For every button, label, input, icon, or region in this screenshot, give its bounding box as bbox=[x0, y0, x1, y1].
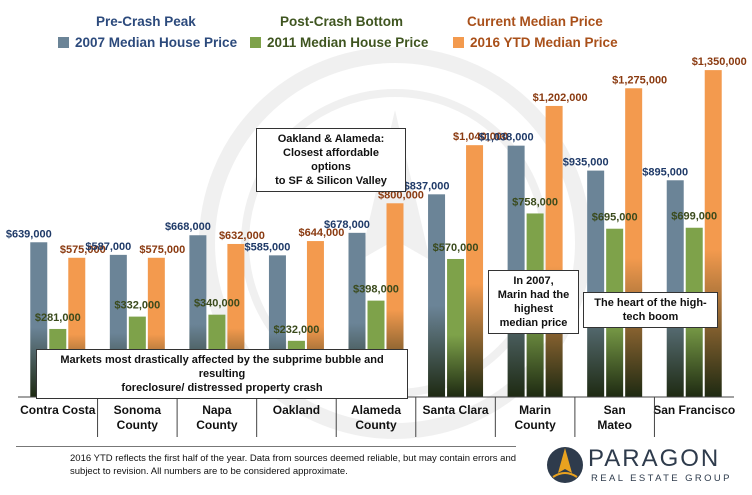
data-label: $1,350,000 bbox=[692, 56, 747, 68]
data-label: $570,000 bbox=[433, 242, 479, 254]
bar-2016 bbox=[625, 88, 643, 398]
footer-disclaimer: 2016 YTD reflects the first half of the … bbox=[70, 453, 517, 477]
bar-2011 bbox=[447, 258, 465, 397]
brand-tagline: REAL ESTATE GROUP bbox=[591, 473, 732, 484]
data-label: $232,000 bbox=[273, 324, 319, 336]
data-label: $398,000 bbox=[353, 284, 399, 296]
x-tick-label: Alameda bbox=[351, 403, 401, 417]
tech-boom-annotation: The heart of the high- tech boom bbox=[583, 292, 718, 328]
data-label: $281,000 bbox=[35, 312, 81, 324]
data-label: $1,038,000 bbox=[479, 132, 534, 144]
data-label: $1,040,000 bbox=[453, 131, 508, 143]
legend-group-2016: Current Median Price 2016 YTD Median Pri… bbox=[453, 14, 618, 50]
bar-2007 bbox=[587, 170, 605, 397]
legend-swatch bbox=[453, 37, 464, 48]
annotation-line: Closest affordable options bbox=[283, 147, 379, 173]
legend-heading: Current Median Price bbox=[467, 14, 603, 29]
x-tick-label: San bbox=[604, 403, 626, 417]
annotation-line: foreclosure/ distressed property crash bbox=[121, 382, 323, 394]
data-label: $800,000 bbox=[378, 189, 424, 201]
legend-item: 2016 YTD Median Price bbox=[453, 35, 618, 50]
data-label: $695,000 bbox=[592, 212, 638, 224]
data-label: $837,000 bbox=[404, 180, 450, 192]
data-label: $632,000 bbox=[219, 230, 265, 242]
data-label: $935,000 bbox=[563, 157, 609, 169]
data-label: $1,275,000 bbox=[612, 74, 667, 86]
data-label: $340,000 bbox=[194, 298, 240, 310]
data-label: $1,202,000 bbox=[533, 92, 588, 104]
bar-2016 bbox=[704, 70, 722, 397]
annotation-line: highest bbox=[513, 303, 554, 315]
marin-annotation: In 2007, Marin had the highest median pr… bbox=[488, 270, 579, 334]
x-tick-label: County bbox=[196, 418, 238, 432]
annotation-line: Markets most drastically affected by the… bbox=[60, 354, 384, 380]
x-tick-label: Contra Costa bbox=[20, 403, 96, 417]
x-tick-label: County bbox=[514, 418, 556, 432]
legend-label: 2011 Median House Price bbox=[267, 35, 429, 50]
legend-group-2011: Post-Crash Bottom 2011 Median House Pric… bbox=[250, 14, 428, 50]
data-label: $678,000 bbox=[324, 219, 370, 231]
annotation-line: Oakland & Alameda: bbox=[277, 133, 385, 145]
annotation-line: to SF & Silicon Valley bbox=[275, 175, 387, 187]
legend-label: 2016 YTD Median Price bbox=[470, 35, 618, 50]
paragon-mark-icon bbox=[547, 447, 583, 483]
x-tick-label: Marin bbox=[519, 403, 551, 417]
data-label: $332,000 bbox=[114, 300, 160, 312]
x-tick-label: San Francisco bbox=[653, 403, 735, 417]
data-label: $644,000 bbox=[298, 227, 344, 239]
legend-heading: Pre-Crash Peak bbox=[96, 14, 196, 29]
annotation-line: Marin had the bbox=[497, 289, 570, 301]
legend-item: 2011 Median House Price bbox=[250, 35, 428, 50]
x-tick-label: Mateo bbox=[597, 418, 632, 432]
bar-2016 bbox=[545, 105, 563, 398]
legend-swatch bbox=[250, 37, 261, 48]
legend-group-2007: Pre-Crash Peak 2007 Median House Price bbox=[58, 14, 237, 50]
x-tick-label: County bbox=[117, 418, 159, 432]
data-label: $575,000 bbox=[60, 244, 106, 256]
annotation-line: median price bbox=[499, 317, 568, 329]
x-tick-label: County bbox=[355, 418, 397, 432]
annotation-line: The heart of the high- bbox=[594, 297, 707, 309]
bar-2007 bbox=[428, 194, 446, 397]
x-tick-label: Santa Clara bbox=[423, 403, 489, 417]
brand-name: PARAGON bbox=[588, 445, 721, 472]
oakland-alameda-annotation: Oakland & Alameda: Closest affordable op… bbox=[256, 128, 406, 192]
legend-label: 2007 Median House Price bbox=[75, 35, 238, 50]
data-label: $895,000 bbox=[642, 166, 688, 178]
bar-2016 bbox=[466, 145, 484, 397]
legend-heading: Post-Crash Bottom bbox=[280, 14, 404, 29]
annotation-line: tech boom bbox=[622, 311, 679, 323]
x-tick-label: Napa bbox=[202, 403, 232, 417]
crash-markets-annotation: Markets most drastically affected by the… bbox=[36, 349, 408, 399]
data-label: $587,000 bbox=[85, 241, 131, 253]
data-label: $639,000 bbox=[6, 228, 52, 240]
data-label: $668,000 bbox=[165, 221, 211, 233]
data-label: $699,000 bbox=[671, 211, 717, 223]
data-label: $575,000 bbox=[139, 244, 185, 256]
data-label: $758,000 bbox=[512, 196, 558, 208]
legend-swatch bbox=[58, 37, 69, 48]
footer-divider bbox=[16, 446, 516, 447]
bar-2016 bbox=[386, 203, 404, 397]
legend-item: 2007 Median House Price bbox=[58, 35, 237, 50]
brand-logo: PARAGON REAL ESTATE GROUP bbox=[545, 443, 735, 488]
bar-2007 bbox=[666, 180, 684, 397]
annotation-line: In 2007, bbox=[513, 275, 554, 287]
x-tick-label: Oakland bbox=[273, 403, 320, 417]
data-label: $585,000 bbox=[244, 241, 290, 253]
x-tick-label: Sonoma bbox=[114, 403, 162, 417]
